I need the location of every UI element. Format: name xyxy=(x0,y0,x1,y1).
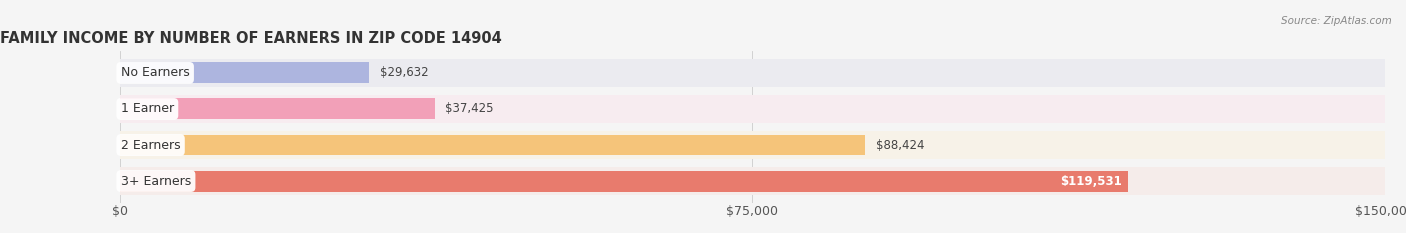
Text: No Earners: No Earners xyxy=(121,66,190,79)
Bar xyxy=(120,131,1385,159)
Bar xyxy=(120,171,1128,192)
Bar xyxy=(120,95,1385,123)
Text: 1 Earner: 1 Earner xyxy=(121,103,174,116)
Text: $29,632: $29,632 xyxy=(380,66,429,79)
Bar xyxy=(120,167,1385,195)
Text: 3+ Earners: 3+ Earners xyxy=(121,175,191,188)
Bar xyxy=(120,134,866,155)
Text: FAMILY INCOME BY NUMBER OF EARNERS IN ZIP CODE 14904: FAMILY INCOME BY NUMBER OF EARNERS IN ZI… xyxy=(0,31,502,46)
Bar xyxy=(120,59,1385,87)
Bar xyxy=(120,62,370,83)
Text: $88,424: $88,424 xyxy=(876,138,924,151)
Text: $119,531: $119,531 xyxy=(1060,175,1122,188)
Text: Source: ZipAtlas.com: Source: ZipAtlas.com xyxy=(1281,16,1392,26)
Text: $37,425: $37,425 xyxy=(446,103,494,116)
Text: 2 Earners: 2 Earners xyxy=(121,138,180,151)
Bar xyxy=(120,99,436,119)
